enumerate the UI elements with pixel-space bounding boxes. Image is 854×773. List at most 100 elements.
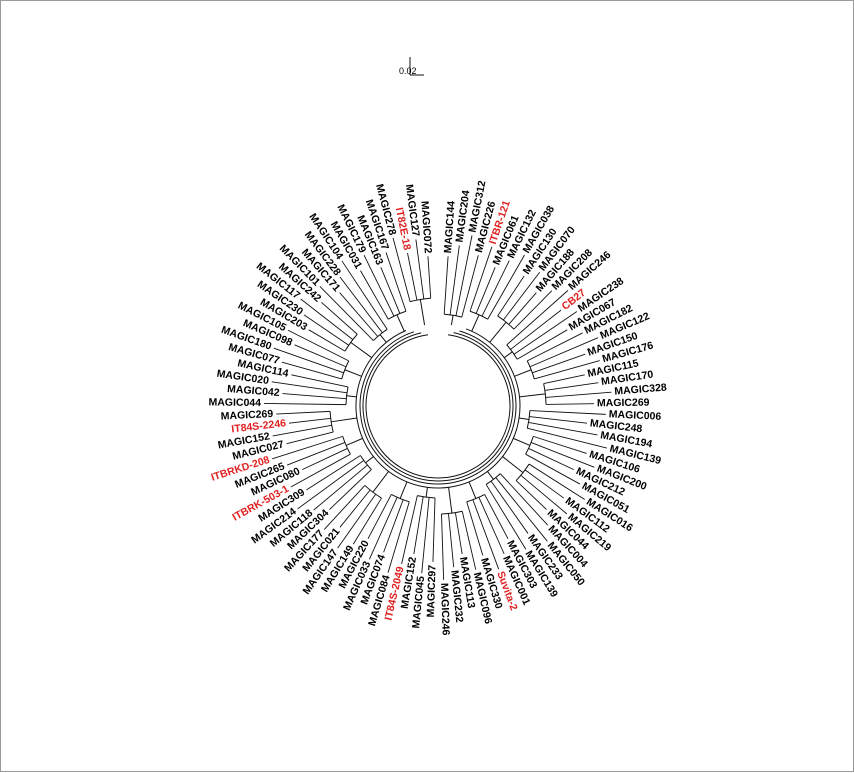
clade-stem (372, 471, 389, 493)
clade-stem (396, 314, 405, 332)
leaf-branch (339, 292, 379, 337)
leaf-branch (380, 267, 401, 314)
leaf-label: MAGIC269 (220, 408, 273, 423)
leaf-branch (271, 381, 348, 394)
leaf-branch (527, 332, 583, 362)
leaf-label: MAGIC044 (208, 396, 261, 409)
leaf-branch (297, 460, 365, 510)
leaf-branch (287, 329, 349, 362)
leaf-label: MAGIC246 (438, 583, 452, 636)
leaf-branch (529, 337, 599, 368)
leaf-branch (321, 301, 358, 335)
leaf-branch (524, 469, 565, 499)
leaf-branch (481, 260, 510, 317)
clade-stem (487, 471, 494, 480)
clade-stem (344, 369, 362, 377)
clade-stem (345, 437, 363, 446)
leaf-branch (487, 254, 525, 320)
leaf-branch (352, 497, 382, 545)
leaf-branch (485, 484, 527, 550)
leaf-branch (513, 290, 553, 330)
leaf-branch (363, 254, 395, 317)
leaf-branch (513, 311, 578, 355)
scale-bar-label: 0.02 (399, 66, 417, 76)
leaf-branch (294, 344, 347, 368)
leaf-branch (466, 501, 484, 556)
leaf-labels: MAGIC144MAGIC204MAGIC312MAGIC226ITBR-121… (208, 180, 667, 636)
leaf-label: MAGIC006 (609, 408, 662, 423)
leaf-branch (303, 314, 349, 346)
leaf-branch (497, 275, 525, 317)
leaf-branch (520, 474, 568, 515)
clade-stem (350, 341, 373, 359)
clade-stem (519, 393, 546, 398)
leaf-branch (360, 270, 389, 320)
clade-stem (503, 351, 513, 359)
leaf-branch (533, 435, 587, 454)
leaf-label: MAGIC269 (597, 397, 650, 410)
leaf-branch (441, 513, 445, 580)
leaf-branch (272, 424, 332, 437)
clade-stem (471, 314, 480, 332)
leaf-branch (306, 455, 361, 491)
leaf-branch (407, 252, 418, 301)
leaf-label: MAGIC297 (425, 565, 439, 618)
leaf-label: MAGIC328 (614, 382, 667, 398)
leaf-branch (272, 435, 343, 460)
leaf-branch (273, 347, 344, 374)
leaf-branch (475, 267, 496, 314)
leaf-branch (543, 374, 585, 385)
clade-stem (502, 456, 524, 474)
leaf-branch (448, 513, 455, 568)
leaf-branch (392, 237, 411, 302)
leaf-branch (339, 276, 383, 334)
leaf-branch (301, 448, 348, 471)
clade-stem (346, 395, 357, 398)
leaf-branch (281, 361, 342, 380)
leaf-branch (528, 448, 575, 471)
leaf-branch (515, 480, 547, 510)
clade-stem (425, 487, 428, 498)
leaf-label: MAGIC045 (410, 575, 427, 629)
leaf-branch (478, 497, 505, 555)
leaf-label: MAGIC072 (418, 201, 434, 254)
leaf-branch (276, 410, 331, 415)
leaf-branch (517, 329, 568, 360)
leaf-branch (329, 469, 372, 510)
clade-stem (365, 456, 374, 464)
leaf-branch (415, 239, 425, 299)
leaf-branch (323, 485, 366, 530)
leaf-branch (319, 286, 374, 341)
leaf-branch (288, 417, 331, 424)
leaf-branch (368, 497, 398, 560)
leaf-branch (528, 463, 585, 500)
leaf-branch (291, 374, 349, 388)
clade-stem (513, 437, 531, 446)
clade-stem (514, 369, 532, 377)
clade-stem (468, 481, 477, 499)
leaf-label: MAGIC232 (448, 570, 465, 624)
leaf-branch (286, 431, 334, 445)
leaf-branch (527, 427, 607, 449)
leaf-branch (264, 402, 347, 406)
leaf-branch (499, 473, 549, 526)
leaf-label: MAGIC144 (442, 200, 458, 253)
leaf-branch (529, 410, 606, 415)
leaf-branch (432, 497, 436, 562)
internal-arc (359, 330, 517, 485)
leaf-branch (290, 453, 351, 488)
leaf-branch (545, 403, 594, 405)
internal-arc (362, 332, 514, 482)
leaf-branch (337, 493, 377, 549)
leaf-branch (367, 494, 392, 539)
clade-stem (419, 299, 426, 326)
leaf-branch (385, 252, 407, 312)
leaf-branch (484, 494, 509, 539)
leaf-branch (490, 480, 529, 534)
tree-branches (264, 235, 612, 580)
leaf-branch (339, 489, 371, 528)
leaf-branch (313, 464, 368, 511)
leaf-branch (532, 353, 586, 374)
